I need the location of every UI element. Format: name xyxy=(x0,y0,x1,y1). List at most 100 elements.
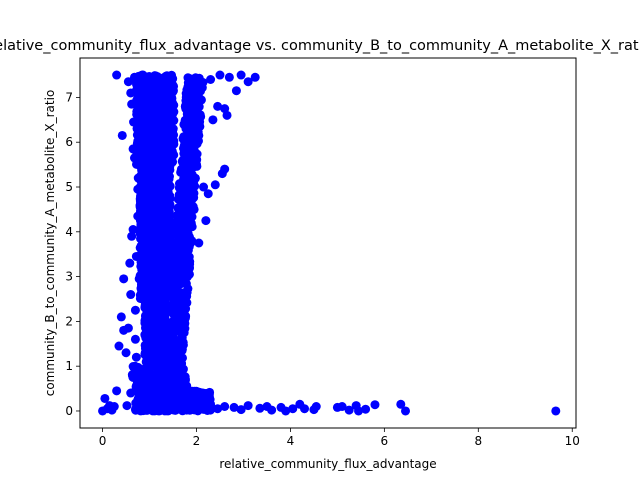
y-tick-label: 2 xyxy=(65,314,73,328)
data-point xyxy=(151,390,161,400)
data-point xyxy=(148,151,158,161)
data-point xyxy=(148,247,158,257)
data-point xyxy=(201,216,211,226)
data-point xyxy=(170,352,180,362)
data-point xyxy=(170,285,180,295)
data-point xyxy=(196,401,206,411)
data-point xyxy=(116,312,126,322)
data-point xyxy=(138,402,148,412)
data-point xyxy=(190,390,200,400)
data-point xyxy=(194,238,204,248)
data-point xyxy=(151,184,161,194)
chart-title: relative_community_flux_advantage vs. co… xyxy=(0,38,640,54)
y-tick-label: 5 xyxy=(65,180,73,194)
scatter-points xyxy=(98,70,561,416)
data-point xyxy=(220,164,230,174)
data-point xyxy=(145,356,155,366)
data-point xyxy=(183,111,193,121)
data-point xyxy=(132,377,142,387)
data-point xyxy=(189,173,199,183)
data-point xyxy=(123,323,133,333)
data-point xyxy=(354,406,364,416)
data-point xyxy=(401,406,410,416)
data-point xyxy=(158,104,168,114)
data-point xyxy=(132,130,142,140)
x-tick-label: 6 xyxy=(381,434,389,448)
data-point xyxy=(159,84,169,94)
data-point xyxy=(137,164,147,174)
data-point xyxy=(203,189,213,199)
data-point xyxy=(288,404,298,414)
data-point xyxy=(281,406,291,416)
data-point xyxy=(121,348,131,358)
data-point xyxy=(169,272,179,282)
data-point xyxy=(162,200,172,210)
data-point xyxy=(141,197,151,207)
data-point xyxy=(151,171,161,181)
data-point xyxy=(157,291,167,301)
data-point xyxy=(213,404,223,414)
data-point xyxy=(190,114,200,124)
data-point xyxy=(149,236,159,246)
data-point xyxy=(188,161,197,171)
data-point xyxy=(231,86,241,96)
data-point xyxy=(126,290,136,300)
data-point xyxy=(171,397,181,407)
data-point xyxy=(133,103,143,113)
data-point xyxy=(179,398,189,408)
data-point xyxy=(145,335,155,345)
y-tick-label: 4 xyxy=(65,225,73,239)
data-point xyxy=(152,164,162,174)
data-point xyxy=(143,346,153,356)
data-point xyxy=(130,334,140,344)
data-point xyxy=(158,239,168,249)
data-point xyxy=(165,117,175,127)
data-point xyxy=(132,147,142,157)
data-point xyxy=(152,310,162,320)
data-point xyxy=(300,404,310,414)
data-point xyxy=(131,352,141,362)
data-point xyxy=(154,320,164,330)
data-point xyxy=(396,399,406,409)
data-point xyxy=(192,75,202,85)
data-point xyxy=(125,258,135,268)
data-point xyxy=(185,213,195,223)
data-point xyxy=(311,402,321,411)
data-point xyxy=(184,154,194,164)
data-point xyxy=(177,375,187,385)
data-point xyxy=(149,281,159,291)
data-point xyxy=(152,214,162,224)
y-tick-label: 3 xyxy=(65,270,73,284)
data-point xyxy=(551,406,561,416)
data-point xyxy=(160,160,170,170)
data-point xyxy=(183,270,193,280)
data-point xyxy=(153,343,163,353)
data-point xyxy=(139,291,149,301)
data-point xyxy=(168,321,177,331)
x-tick-label: 4 xyxy=(287,434,295,448)
data-point xyxy=(134,117,144,127)
data-point xyxy=(236,405,246,415)
data-point xyxy=(182,85,192,95)
data-point xyxy=(215,70,225,80)
data-point xyxy=(114,341,124,351)
data-point xyxy=(178,143,188,153)
data-point xyxy=(182,99,192,109)
data-point xyxy=(172,255,182,265)
data-point xyxy=(160,393,170,403)
data-point xyxy=(144,127,154,137)
data-point xyxy=(153,266,163,276)
data-point xyxy=(190,149,200,159)
data-point xyxy=(159,207,169,217)
data-point xyxy=(255,403,265,413)
data-point xyxy=(122,401,132,411)
data-point xyxy=(131,404,141,414)
data-point xyxy=(180,230,190,240)
data-point xyxy=(135,395,145,405)
data-point xyxy=(168,157,178,167)
data-point xyxy=(151,369,161,379)
data-point xyxy=(146,93,156,103)
data-point xyxy=(150,116,160,126)
data-point xyxy=(119,274,129,284)
